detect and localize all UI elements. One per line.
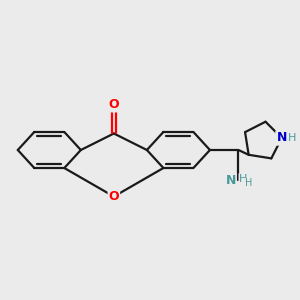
Text: H: H (239, 173, 247, 184)
Text: O: O (109, 98, 119, 112)
Text: H: H (245, 178, 253, 188)
Text: N: N (277, 131, 287, 144)
Text: N: N (226, 173, 236, 187)
Text: H: H (288, 133, 297, 143)
Text: O: O (109, 190, 119, 203)
